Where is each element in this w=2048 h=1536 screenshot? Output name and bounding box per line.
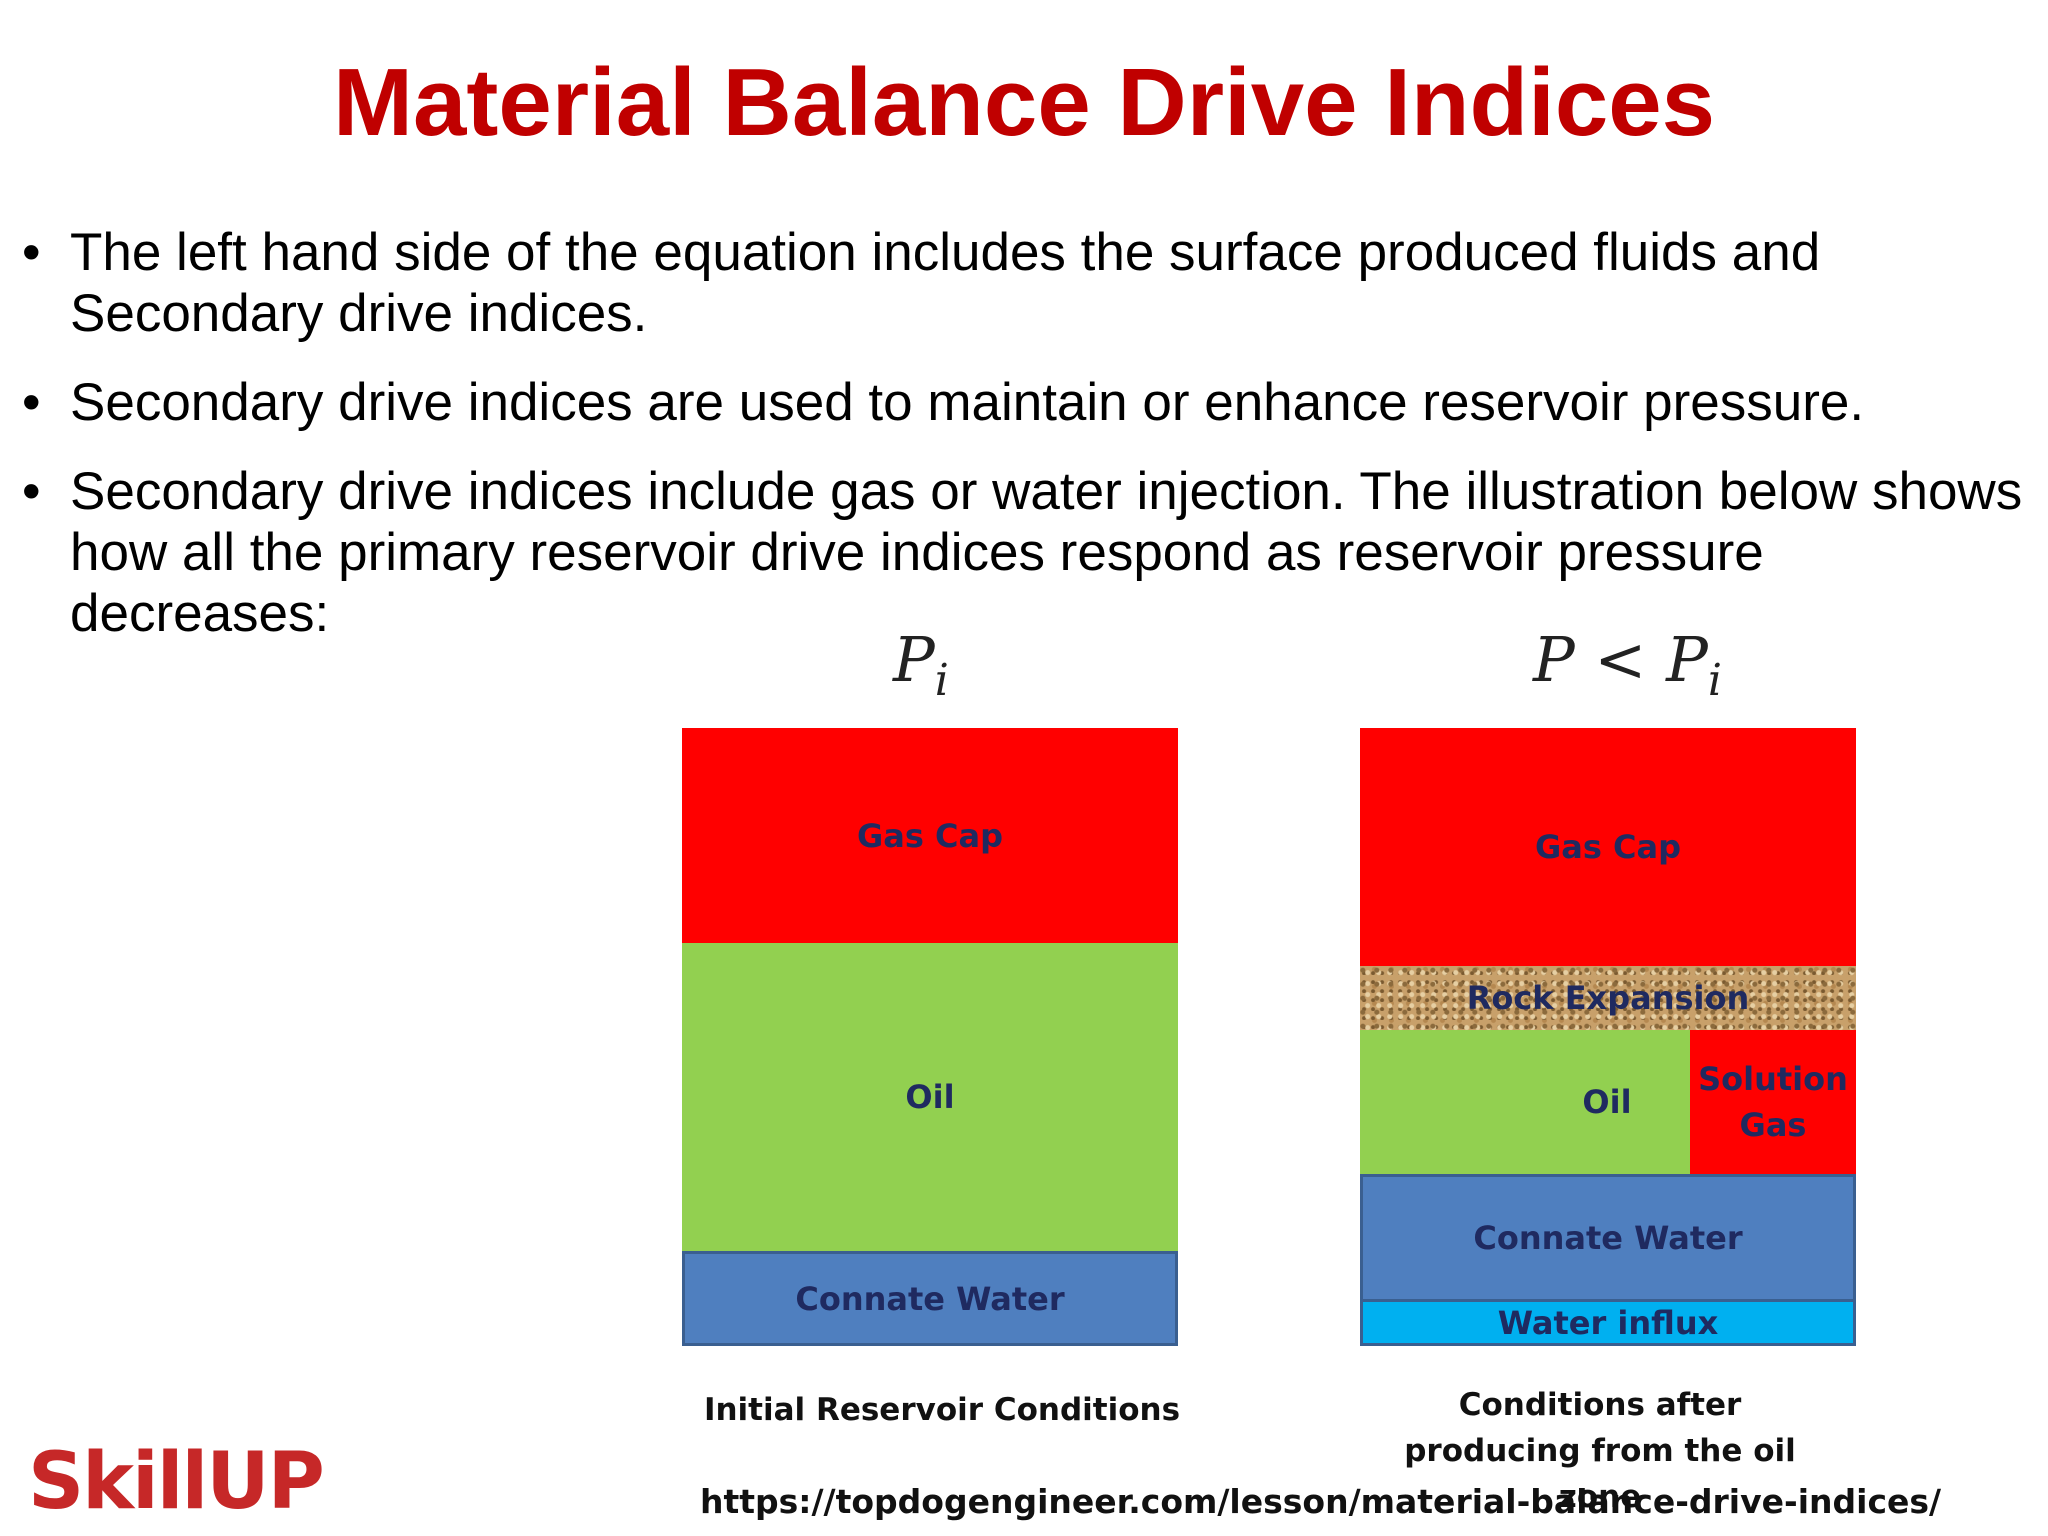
water-influx-layer: Water influx (1360, 1299, 1856, 1346)
produced-reservoir-diagram: Gas Cap Rock Expansion Oil Solution Gas … (1360, 728, 1856, 1346)
oil-label: Oil (905, 1078, 955, 1116)
logo-text: SkillUP (28, 1437, 325, 1527)
bullet-item: Secondary drive indices include gas or w… (22, 461, 2032, 644)
connate-water-layer: Connate Water (682, 1251, 1178, 1346)
oil-layer: Oil (1360, 1030, 1690, 1174)
connate-water-label: Connate Water (795, 1279, 1065, 1318)
connate-water-label: Connate Water (1473, 1219, 1743, 1257)
connate-water-layer: Connate Water (1360, 1174, 1856, 1302)
rock-expansion-layer: Rock Expansion (1360, 966, 1856, 1030)
oil-label: Oil (1582, 1083, 1632, 1121)
oil-layer: Oil (682, 943, 1178, 1251)
source-url[interactable]: https://topdogengineer.com/lesson/materi… (700, 1482, 1942, 1521)
gas-cap-layer: Gas Cap (682, 728, 1178, 943)
gas-cap-label: Gas Cap (1534, 828, 1682, 866)
gas-cap-label: Gas Cap (856, 816, 1004, 855)
gas-cap-layer: Gas Cap (1360, 728, 1856, 966)
reduced-pressure-formula: P < Pi (1533, 623, 1722, 707)
bullet-item: Secondary drive indices are used to main… (22, 372, 2032, 433)
page-title: Material Balance Drive Indices (333, 49, 1715, 156)
bullet-list: The left hand side of the equation inclu… (22, 222, 2032, 672)
initial-pressure-formula: Pi (893, 623, 949, 707)
produced-caption: Conditions after producing from the oil … (1404, 1387, 1796, 1515)
initial-caption: Initial Reservoir Conditions (703, 1392, 1181, 1428)
water-influx-label: Water influx (1497, 1303, 1719, 1342)
rock-expansion-label: Rock Expansion (1466, 979, 1750, 1017)
initial-reservoir-diagram: Gas Cap Oil Connate Water (682, 728, 1178, 1346)
bullet-item: The left hand side of the equation inclu… (22, 222, 2032, 344)
skillup-logo: SkillUP (28, 1437, 325, 1527)
solution-gas-label: Solution Gas (1698, 1060, 1848, 1144)
solution-gas-layer: Solution Gas (1690, 1030, 1856, 1174)
